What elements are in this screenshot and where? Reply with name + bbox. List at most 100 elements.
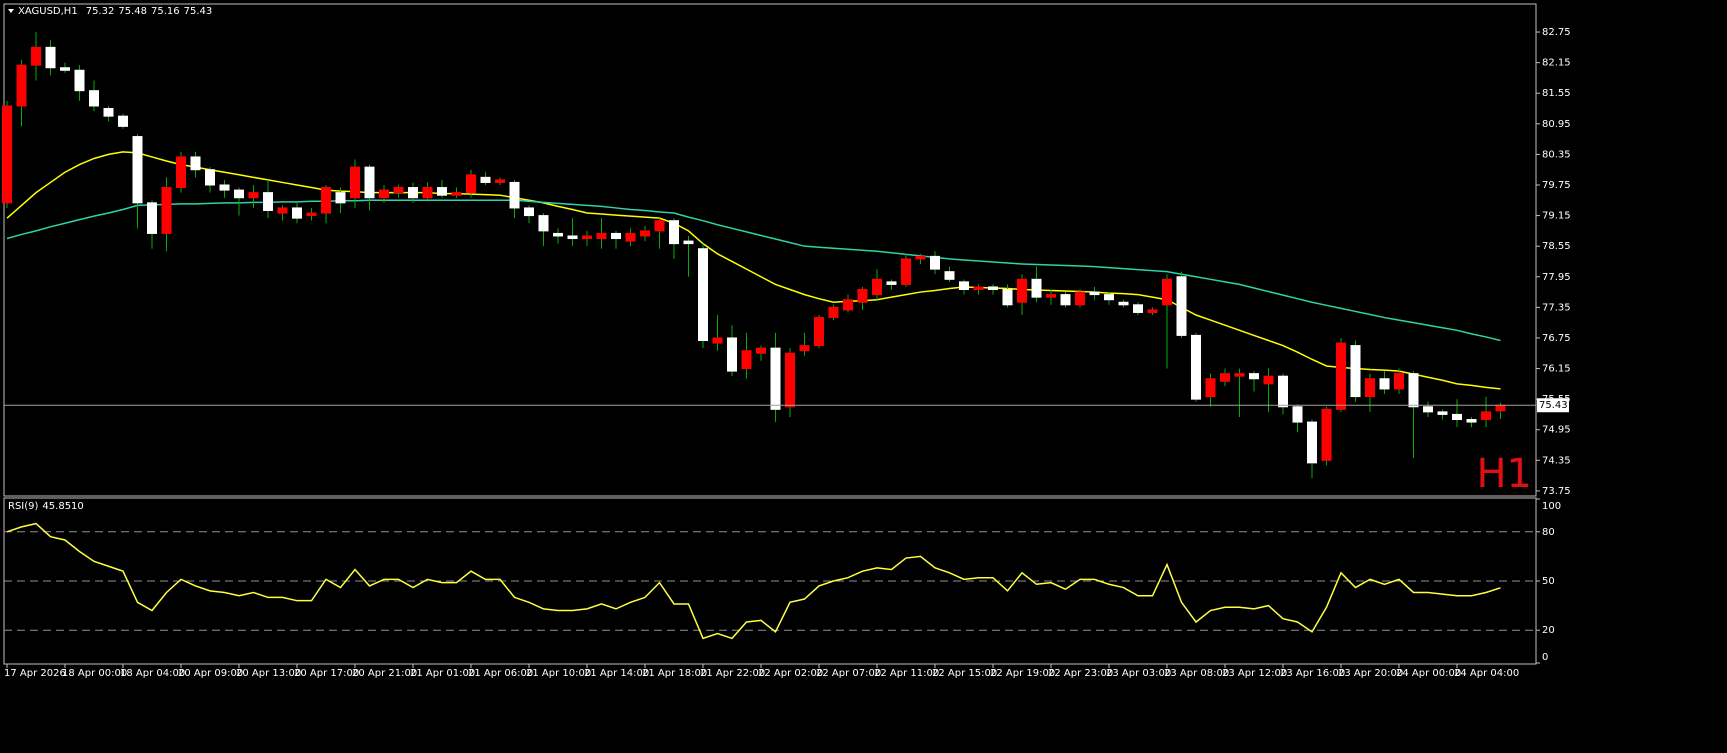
- candle-body: [611, 232, 621, 240]
- x-tick-label: 18 Apr 04:00: [120, 668, 185, 679]
- candle-body: [712, 337, 723, 344]
- candle-body: [422, 187, 433, 199]
- indicator-y-tick-label: 0: [1542, 652, 1548, 663]
- candle-body: [393, 187, 404, 194]
- rsi-layer: [4, 522, 1536, 640]
- candle-body: [466, 174, 476, 194]
- indicator-y-tick-label: 80: [1542, 527, 1555, 538]
- moving-average: [6, 199, 1501, 342]
- menu-arrow[interactable]: [8, 9, 14, 13]
- candle-body: [785, 352, 795, 408]
- candle-body: [843, 299, 853, 311]
- candle-body: [741, 350, 752, 370]
- candle-body: [1104, 294, 1114, 301]
- candle-body: [1017, 278, 1027, 303]
- candle-body: [698, 248, 708, 341]
- x-tick-label: 22 Apr 23:00: [1048, 668, 1113, 679]
- candle-body: [973, 286, 984, 291]
- candle-body: [74, 69, 85, 92]
- candle-body: [234, 189, 244, 199]
- candle-body: [857, 289, 868, 303]
- indicator-name: RSI(9): [8, 501, 39, 512]
- x-tick-label: 23 Apr 12:00: [1222, 668, 1287, 679]
- x-tick-label: 21 Apr 22:00: [700, 668, 765, 679]
- candle-body: [756, 347, 766, 354]
- candle-body: [495, 179, 505, 183]
- candle-body: [190, 156, 201, 171]
- candle-body: [60, 67, 70, 71]
- candle-body: [1408, 373, 1419, 408]
- candle-body: [292, 207, 302, 219]
- candle-body: [1147, 309, 1158, 313]
- candle-body: [350, 166, 360, 199]
- candle-body: [103, 108, 114, 117]
- candle-body: [364, 166, 375, 199]
- candle-body: [16, 64, 27, 107]
- candle-body: [1220, 373, 1230, 382]
- indicator-y-tick-label: 20: [1542, 625, 1555, 636]
- candle-body: [451, 192, 462, 196]
- y-tick-label: 77.95: [1542, 272, 1571, 283]
- candle-body: [872, 278, 882, 296]
- candle-body: [1176, 276, 1187, 336]
- candle-body: [1394, 373, 1404, 390]
- y-tick-label: 79.15: [1542, 211, 1571, 222]
- x-tick-label: 23 Apr 08:00: [1164, 668, 1229, 679]
- x-tick-label: 20 Apr 13:00: [236, 668, 301, 679]
- candle-body: [306, 212, 317, 217]
- x-tick-label: 24 Apr 04:00: [1454, 668, 1519, 679]
- candle-body: [654, 220, 665, 232]
- x-tick-label: 23 Apr 20:00: [1338, 668, 1403, 679]
- candle-body: [727, 337, 737, 372]
- candle-body: [321, 187, 331, 214]
- y-tick-label: 76.75: [1542, 333, 1571, 344]
- candle-body: [263, 192, 273, 211]
- y-tick-label: 80.95: [1542, 119, 1571, 130]
- timeframe-label: H1: [1476, 451, 1532, 497]
- x-tick-label: 22 Apr 07:00: [816, 668, 881, 679]
- y-tick-label: 82.15: [1542, 58, 1571, 69]
- candle-body: [582, 235, 592, 240]
- candle-body: [524, 207, 534, 217]
- candle-body: [161, 187, 172, 234]
- close-price: 75.43: [184, 6, 213, 17]
- candle-body: [1060, 294, 1071, 306]
- y-tick-label: 81.55: [1542, 88, 1571, 99]
- candle-body: [437, 187, 447, 196]
- axis-layer: 82.75 82.15 81.55 80.95 80.35 79.75 79.15 78.55…: [4, 27, 1571, 679]
- x-tick-label: 20 Apr 17:00: [294, 668, 359, 679]
- current-price-label: 75.43: [1539, 400, 1568, 411]
- candle-body: [1466, 419, 1477, 423]
- indicator-y-tick-label: 100: [1542, 501, 1561, 512]
- candle-body: [1321, 408, 1332, 461]
- candle-body: [1437, 411, 1448, 415]
- candle-body: [1075, 291, 1085, 306]
- x-tick-label: 21 Apr 01:00: [410, 668, 475, 679]
- candle-body: [1089, 291, 1100, 296]
- candle-body: [1046, 294, 1056, 298]
- y-tick-label: 74.95: [1542, 425, 1571, 436]
- rsi-line: [6, 522, 1501, 640]
- candle-body: [1495, 404, 1506, 412]
- candle-body: [640, 230, 650, 237]
- candle-body: [1452, 413, 1462, 421]
- candle-body: [1481, 411, 1491, 421]
- candle-body: [1365, 378, 1375, 398]
- candle-body: [176, 156, 186, 189]
- candle-body: [1263, 375, 1274, 385]
- candle-body: [205, 169, 215, 186]
- low-price: 75.16: [151, 6, 180, 17]
- candle-body: [770, 347, 781, 410]
- candle-body: [219, 184, 230, 191]
- x-tick-label: 23 Apr 03:00: [1106, 668, 1171, 679]
- candle-body: [1423, 406, 1433, 413]
- candle-body: [988, 286, 998, 291]
- open-price: 75.32: [86, 6, 115, 17]
- y-tick-label: 77.35: [1542, 302, 1571, 313]
- candle-body: [669, 220, 679, 245]
- candle-body: [2, 105, 12, 204]
- candle-body: [944, 271, 955, 280]
- y-tick-label: 80.35: [1542, 149, 1571, 160]
